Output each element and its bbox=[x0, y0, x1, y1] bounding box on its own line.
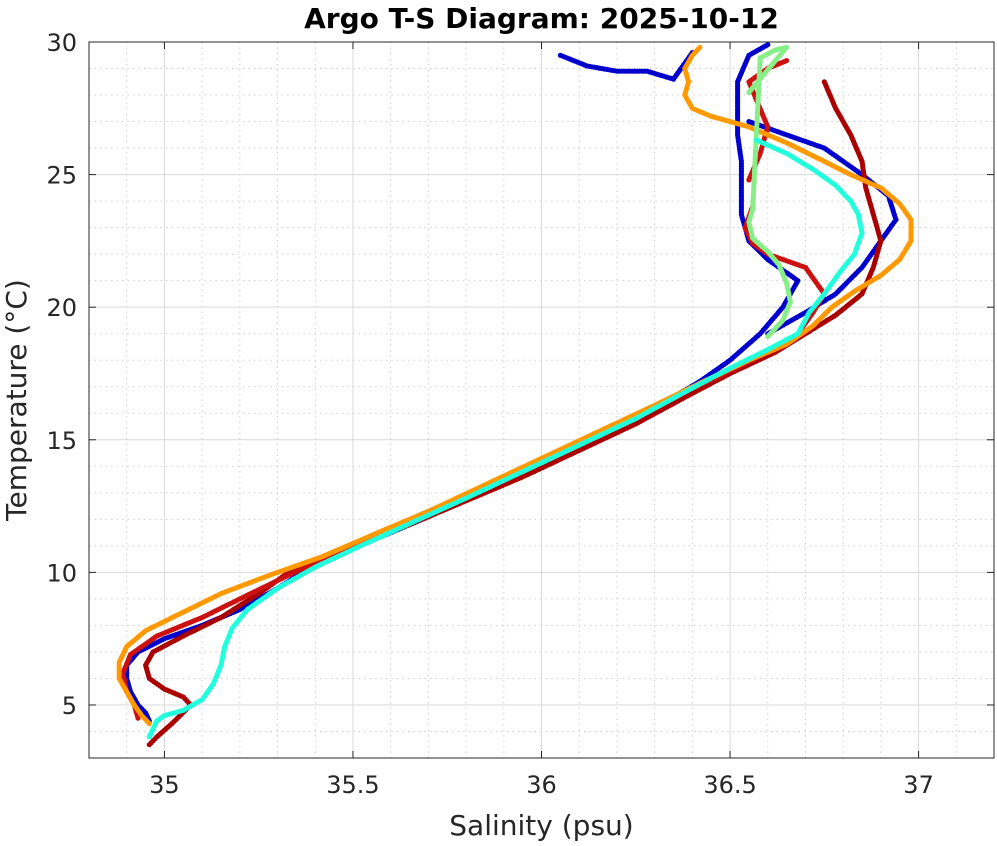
y-tick-label: 30 bbox=[46, 29, 77, 57]
x-tick-label: 36 bbox=[526, 771, 557, 799]
y-axis-ticks: 5 10 15 20 25 30 bbox=[46, 29, 994, 720]
x-tick-label: 35 bbox=[149, 771, 180, 799]
data-point bbox=[753, 137, 760, 143]
y-tick-label: 5 bbox=[62, 692, 77, 720]
data-point bbox=[765, 42, 771, 48]
y-axis-label: Temperature (°C) bbox=[0, 279, 33, 522]
x-axis-ticks: 35 35.5 36 36.5 37 bbox=[149, 42, 934, 799]
x-tick-label: 35.5 bbox=[326, 771, 379, 799]
y-tick-label: 20 bbox=[46, 294, 77, 322]
y-tick-label: 25 bbox=[46, 162, 77, 190]
x-tick-label: 36.5 bbox=[703, 771, 756, 799]
data-point bbox=[821, 79, 827, 85]
data-point bbox=[784, 58, 790, 64]
y-tick-label: 15 bbox=[46, 427, 77, 455]
y-tick-label: 10 bbox=[46, 559, 77, 587]
data-point bbox=[746, 89, 752, 95]
data-point bbox=[697, 44, 703, 50]
x-tick-label: 37 bbox=[903, 771, 934, 799]
data-points bbox=[116, 42, 914, 748]
x-axis-label: Salinity (psu) bbox=[449, 809, 633, 842]
chart-title: Argo T-S Diagram: 2025-10-12 bbox=[304, 2, 779, 35]
